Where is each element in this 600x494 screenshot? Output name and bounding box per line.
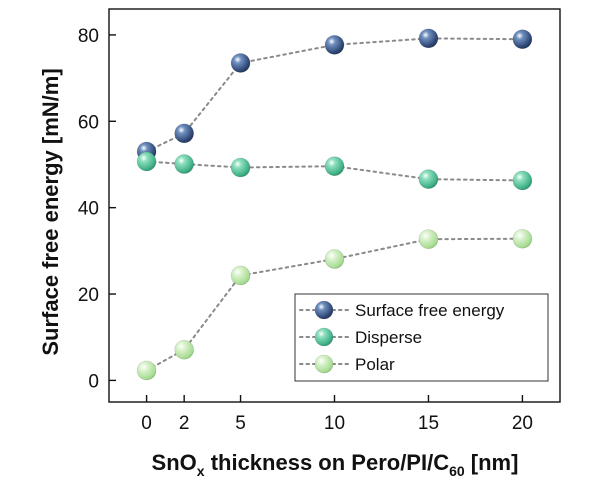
data-point <box>230 265 251 286</box>
x-title-base: SnO <box>152 450 197 475</box>
legend-marker-1 <box>314 327 334 347</box>
data-point <box>512 29 533 50</box>
data-point <box>174 339 194 360</box>
x-axis-title: SnOx thickness on Pero/PI/C60 [nm] <box>152 450 519 479</box>
x-tick-label: 0 <box>141 413 152 434</box>
series-line-0 <box>145 37 524 153</box>
x-tick-label: 15 <box>418 413 439 434</box>
data-point <box>324 249 345 269</box>
x-axis-ticks: 0 2 5 10 15 20 <box>141 395 533 434</box>
y-tick-label: 0 <box>88 371 99 392</box>
x-tick-label: 20 <box>512 413 533 434</box>
y-tick-label: 60 <box>78 112 99 133</box>
data-point <box>512 170 533 191</box>
data-point <box>418 28 439 49</box>
y-tick-label: 80 <box>78 26 99 47</box>
legend: Surface free energy Disperse Polar <box>294 293 549 382</box>
data-point <box>174 123 194 144</box>
data-point <box>324 156 345 176</box>
legend-label: Polar <box>355 355 395 374</box>
legend-marker-0 <box>314 300 334 320</box>
legend-label: Disperse <box>355 328 422 347</box>
x-title-end: [nm] <box>465 450 519 475</box>
x-title-sub2: 60 <box>449 463 465 479</box>
x-tick-label: 2 <box>179 413 190 434</box>
legend-frame <box>294 293 549 382</box>
series-points <box>136 28 533 381</box>
data-point <box>136 360 157 381</box>
y-tick-label: 40 <box>78 199 99 220</box>
y-tick-label: 20 <box>78 285 99 306</box>
y-axis-ticks: 0 20 40 60 80 <box>78 26 116 392</box>
data-point <box>418 169 439 189</box>
data-point <box>230 157 251 178</box>
data-point <box>136 151 157 172</box>
legend-marker-2 <box>314 354 334 374</box>
y-axis-title: Surface free energy [mN/m] <box>38 68 63 355</box>
data-point <box>418 229 439 249</box>
x-tick-label: 10 <box>324 413 345 434</box>
data-point <box>324 35 345 55</box>
legend-items: Surface free energy Disperse Polar <box>299 300 505 374</box>
data-point <box>512 228 533 249</box>
x-tick-label: 5 <box>235 413 246 434</box>
x-title-sub1: x <box>197 463 205 479</box>
series-line-1 <box>145 160 524 182</box>
data-point <box>174 154 194 174</box>
data-point <box>230 53 251 73</box>
legend-label: Surface free energy <box>355 301 505 320</box>
x-title-mid: thickness on Pero/PI/C <box>205 450 450 475</box>
